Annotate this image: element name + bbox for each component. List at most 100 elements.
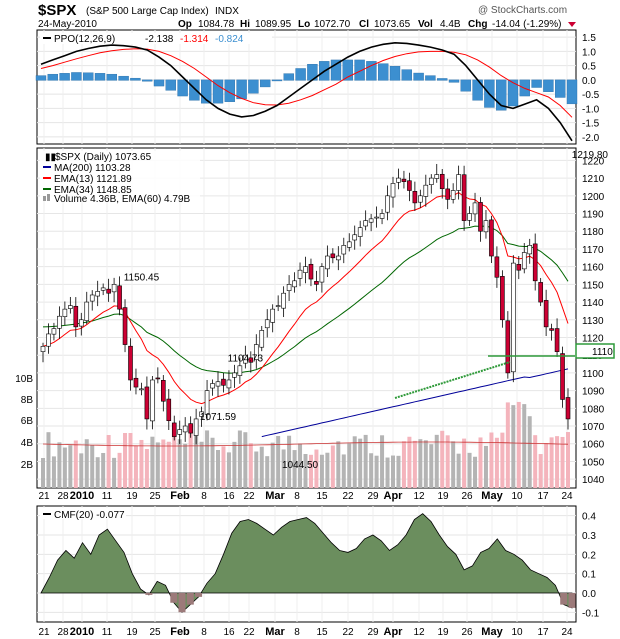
candle-body <box>390 183 396 198</box>
ppo-hist-bar <box>295 68 306 81</box>
x-axis-middle: 21 28 2010 11 19 25 Feb 8 16 22 Mar 8 15 22 29 Apr 12 19 2… <box>38 490 573 502</box>
volume-bar <box>478 437 483 488</box>
ppo-hist-bar <box>389 65 401 81</box>
legend-ma200: MA(200) 1103.28 <box>54 163 131 174</box>
op-value: 1084.78 <box>198 19 235 30</box>
volume-bar <box>407 436 412 488</box>
price-y-tick: 1170 <box>582 245 604 256</box>
volume-bar <box>68 445 73 488</box>
candle-body <box>401 178 407 182</box>
ppo-hist-bar <box>248 79 259 94</box>
x-tick-label: 22 <box>243 627 255 638</box>
ppo-legend-value: -2.138 <box>145 34 174 45</box>
ppo-hist-bar <box>59 73 70 81</box>
volume-bar <box>155 442 160 488</box>
ppo-legend-prefix: PPO(12,26,9) <box>54 34 115 45</box>
ppo-hist-bar <box>94 73 106 81</box>
price-y-tick: 1200 <box>582 192 605 203</box>
volume-bar <box>363 434 368 488</box>
candle-body <box>467 213 472 221</box>
chg-value: -14.04 (-1.29%) <box>492 19 561 30</box>
candle-body <box>494 256 500 278</box>
volume-bar <box>199 441 204 488</box>
volume-bar <box>347 443 352 488</box>
candle-body <box>516 264 522 271</box>
volume-bar <box>287 435 292 488</box>
candle-body <box>308 263 314 280</box>
ppo-hist-bar <box>496 79 507 111</box>
x-tick-label: 12 <box>413 627 425 638</box>
candle-body <box>281 292 286 309</box>
cl-value: 1073.65 <box>374 19 411 30</box>
volume-bar <box>226 452 231 488</box>
candle-body <box>472 202 478 215</box>
volume-bar <box>84 439 89 488</box>
x-tick-label: 8 <box>201 491 207 502</box>
x-tick-label: 24 <box>561 627 573 638</box>
x-tick-label: 10 <box>511 491 523 502</box>
volume-bar <box>462 438 467 488</box>
x-tick-label: 8 <box>201 627 207 638</box>
candle-body <box>489 219 494 257</box>
vol-label: Vol <box>418 19 433 30</box>
x-tick-label: 15 <box>316 627 328 638</box>
candle-body <box>62 308 68 317</box>
volume-bar <box>489 432 494 488</box>
volume-bar <box>401 441 406 488</box>
volume-bar <box>505 402 510 488</box>
candle-body <box>188 423 193 434</box>
price-y-tick: 1130 <box>582 316 604 327</box>
candle-body <box>171 422 177 437</box>
ppo-hist-bar <box>342 59 353 81</box>
candle-body <box>89 294 95 302</box>
ppo-hist-bar <box>236 79 247 100</box>
volume-bar <box>352 436 357 488</box>
candle-body <box>122 307 128 345</box>
volume-bar <box>101 452 106 488</box>
volume-bar <box>412 440 417 488</box>
date-label: 24-May-2010 <box>38 19 97 30</box>
x-tick-label: 24 <box>561 491 573 502</box>
volume-bar <box>418 439 423 488</box>
candle-body <box>461 174 467 221</box>
volume-bar <box>494 437 499 488</box>
volume-bar <box>391 455 395 488</box>
candle-body <box>357 227 363 237</box>
price-panel: 1150.451104.731071.591044.501219.801173.… <box>15 147 615 489</box>
volume-bar <box>374 455 379 488</box>
candle-body <box>177 429 183 435</box>
x-tick-label: 25 <box>149 491 161 502</box>
x-tick-label: 22 <box>342 491 354 502</box>
candle-body <box>505 320 511 374</box>
price-y-tick: 1220 <box>582 156 605 167</box>
x-tick-label: 16 <box>223 627 235 638</box>
price-annotation: 1044.50 <box>282 460 319 471</box>
x-tick-label: 29 <box>367 491 379 502</box>
volume-bar <box>221 446 226 488</box>
volume-bar <box>533 435 538 488</box>
candle-body <box>346 241 352 248</box>
volume-bar <box>500 432 505 488</box>
candle-body <box>155 377 161 380</box>
candle-body <box>412 191 418 204</box>
ppo-line <box>40 41 573 142</box>
candle-body <box>73 305 79 328</box>
x-tick-label: Feb <box>170 490 190 502</box>
x-tick-label: 11 <box>102 491 113 502</box>
volume-bar <box>177 439 182 488</box>
x-tick-label: 11 <box>102 627 113 638</box>
x-tick-label: May <box>481 490 503 502</box>
ppo-y-tick: -2.0 <box>582 133 600 144</box>
ppo-hist-bar <box>130 77 141 81</box>
volume-bar <box>483 445 488 488</box>
candle-body <box>314 281 319 285</box>
price-y-tick: 1140 <box>582 298 604 309</box>
candle-body <box>341 245 347 255</box>
price-y-tick: 1070 <box>582 422 605 433</box>
volume-bar <box>139 439 144 488</box>
lo-label: Lo <box>298 19 310 30</box>
cmf-y-tick: 0.4 <box>582 512 596 523</box>
volume-bar <box>161 439 166 488</box>
volume-bar <box>248 443 253 488</box>
candle-body <box>128 345 133 381</box>
